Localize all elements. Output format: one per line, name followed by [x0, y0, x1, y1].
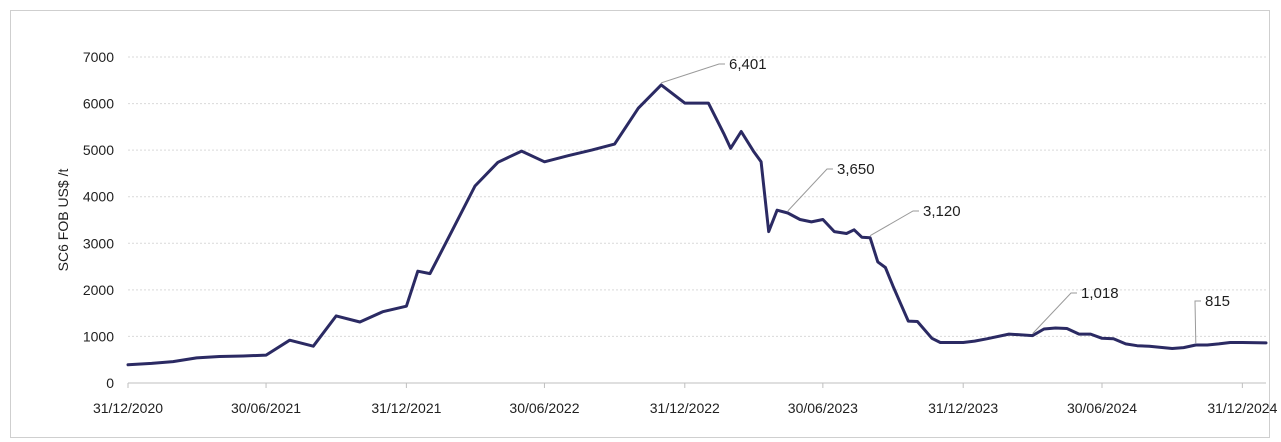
y-tick-label: 5000	[83, 142, 114, 158]
chart-frame	[10, 10, 1270, 438]
gridlines	[128, 56, 1266, 337]
x-tick-label: 31/12/2024	[1207, 400, 1277, 416]
y-tick-label: 6000	[83, 96, 114, 112]
x-tick-label: 31/12/2022	[650, 400, 720, 416]
y-tick-label: 3000	[83, 235, 114, 251]
y-tick-label: 4000	[83, 189, 114, 205]
y-axis-label: SC6 FOB US$ /t	[55, 169, 71, 272]
x-tick-label: 30/06/2022	[509, 400, 579, 416]
x-axis-ticks: 31/12/2020 30/06/2021 31/12/2021 30/06/2022…	[93, 383, 1278, 416]
x-tick-label: 30/06/2023	[788, 400, 858, 416]
series-line	[126, 83, 1268, 367]
x-tick-label: 31/12/2021	[371, 400, 441, 416]
annotation-leader-line	[1032, 292, 1077, 334]
x-tick-label: 31/12/2023	[928, 400, 998, 416]
data-annotation-label: 815	[1205, 293, 1230, 310]
y-tick-label: 2000	[83, 282, 114, 298]
y-tick-label: 0	[106, 375, 114, 391]
data-annotation-label: 3,650	[837, 161, 875, 178]
data-annotation-label: 6,401	[729, 56, 767, 73]
x-tick-label: 30/06/2024	[1067, 400, 1137, 416]
y-axis-ticks: 0 1000 2000 3000 4000 5000 6000 7000	[83, 49, 114, 391]
annotation-leader-line	[869, 210, 919, 237]
x-tick-label: 31/12/2020	[93, 400, 163, 416]
annotation-leader-line	[1194, 300, 1201, 344]
annotation-leader-line	[661, 63, 725, 84]
y-tick-label: 1000	[83, 328, 114, 344]
y-tick-label: 7000	[83, 49, 114, 65]
data-annotation-label: 1,018	[1081, 285, 1119, 302]
x-tick-label: 30/06/2021	[231, 400, 301, 416]
annotations: 6,401 3,650 3,120 1,018 815	[661, 56, 1230, 344]
data-annotation-label: 3,120	[923, 203, 961, 220]
series-line-group	[126, 83, 1268, 367]
annotation-leader-line	[787, 168, 833, 212]
